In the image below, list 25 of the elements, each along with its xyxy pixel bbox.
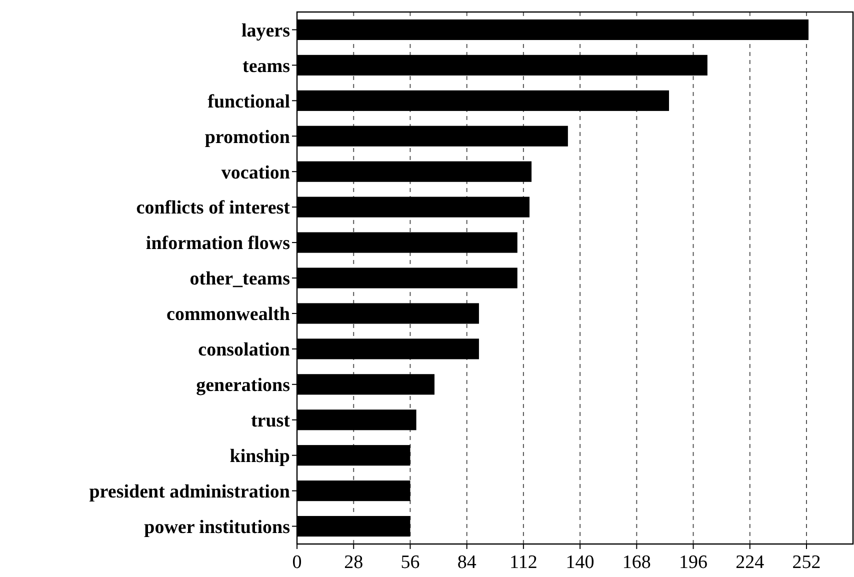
x-tick-label: 224 (736, 552, 765, 573)
y-tick-label: power institutions (144, 516, 290, 538)
x-tick-label: 140 (566, 552, 594, 573)
x-tick-label: 56 (400, 552, 420, 573)
x-tick-label: 112 (510, 552, 538, 573)
y-tick-label: other_teams (190, 268, 290, 290)
y-tick-label: president administration (89, 481, 290, 502)
y-tick-label: generations (196, 375, 290, 396)
x-tick-label: 168 (622, 552, 651, 573)
y-tick-label: promotion (204, 126, 290, 148)
y-tick-label: kinship (230, 446, 290, 467)
y-tick-label: trust (250, 410, 291, 432)
y-tick-label: conflicts of interest (136, 198, 291, 219)
y-tick-label: commonwealth (166, 304, 290, 326)
x-tick-label: 84 (457, 552, 477, 573)
y-tick-label: teams (242, 56, 290, 77)
x-tick-label: 0 (292, 552, 302, 573)
y-tick-label: consolation (198, 340, 290, 361)
x-tick-label: 252 (792, 552, 821, 573)
x-tick-label: 196 (679, 552, 708, 573)
x-tick-label: 28 (344, 552, 364, 573)
y-tick-label: information flows (146, 233, 290, 254)
y-tick-label: vocation (221, 162, 290, 184)
y-tick-label: functional (208, 91, 290, 112)
y-tick-label: layers (241, 20, 290, 42)
